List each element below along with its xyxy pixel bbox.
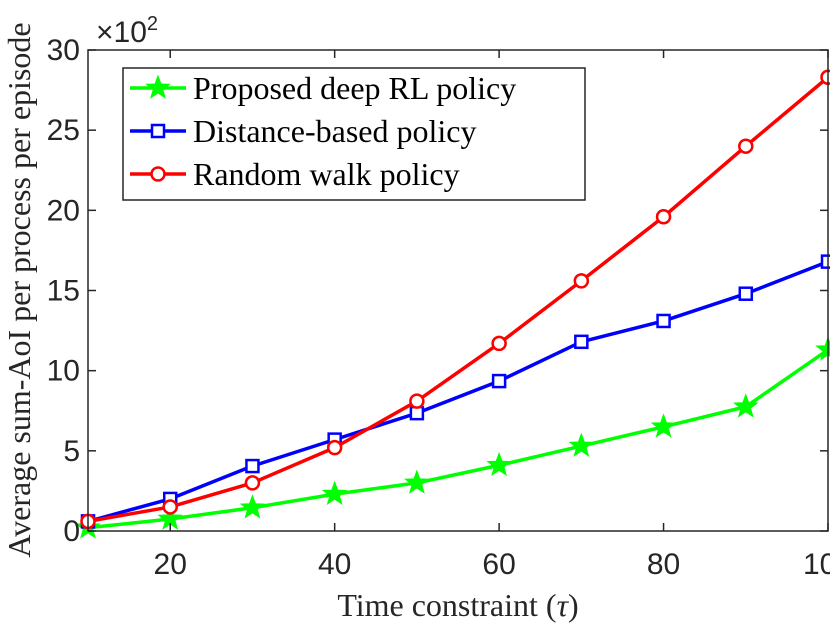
data-point — [239, 494, 266, 519]
series-line — [87, 75, 830, 524]
x-tick-label: 60 — [482, 548, 515, 581]
y-axis-label: Average sum-AoI per process per episode — [1, 22, 37, 557]
y-tick-label: 15 — [47, 275, 80, 308]
legend-marker — [150, 123, 166, 139]
legend-marker — [145, 74, 171, 99]
data-point — [738, 286, 754, 301]
data-point — [162, 499, 178, 515]
legend-label: Distance-based policy — [193, 113, 476, 149]
x-tick-label: 20 — [154, 548, 187, 581]
legend-box — [122, 67, 586, 201]
x-axis-ticks: 20 40 60 80 100 — [154, 50, 830, 581]
y-tick-label: 30 — [47, 34, 80, 67]
data-point — [738, 138, 754, 154]
data-point — [573, 273, 590, 289]
legend-marker — [150, 166, 166, 182]
y-tick-label: 5 — [63, 435, 80, 468]
y-tick-label: 10 — [47, 355, 80, 388]
x-tick-label: 100 — [803, 548, 830, 581]
series-star — [75, 336, 830, 539]
data-point — [491, 373, 507, 389]
y-tick-label: 20 — [47, 194, 80, 227]
data-point — [326, 439, 343, 456]
series-layer — [75, 69, 830, 539]
data-point — [321, 480, 348, 505]
y-tick-label: 25 — [47, 114, 80, 147]
data-point — [244, 475, 261, 491]
data-point — [409, 393, 425, 409]
series-line — [87, 348, 829, 530]
x-tick-label: 80 — [647, 548, 680, 581]
legend: Proposed deep RL policy Distance-based po… — [122, 67, 586, 201]
data-point — [568, 432, 595, 457]
data-point — [574, 334, 589, 350]
data-point — [486, 451, 512, 477]
legend-label: Random walk policy — [193, 156, 460, 192]
data-point — [656, 313, 671, 329]
data-point — [409, 405, 425, 421]
legend-label: Proposed deep RL policy — [193, 70, 516, 106]
data-point — [655, 208, 672, 225]
data-point — [404, 469, 430, 494]
data-point — [732, 393, 759, 418]
x-tick-label: 40 — [318, 548, 351, 581]
data-point — [245, 458, 260, 474]
y-tick-label: 0 — [63, 515, 80, 548]
series-line — [87, 260, 829, 524]
y-axis-multiplier: ×102 — [96, 13, 158, 49]
data-point — [491, 335, 507, 352]
data-point — [820, 254, 830, 269]
y-axis-ticks: 0 5 10 15 20 25 30 — [47, 34, 828, 548]
data-point — [650, 413, 677, 438]
x-axis-label: Time constraint (τ) — [337, 587, 578, 623]
